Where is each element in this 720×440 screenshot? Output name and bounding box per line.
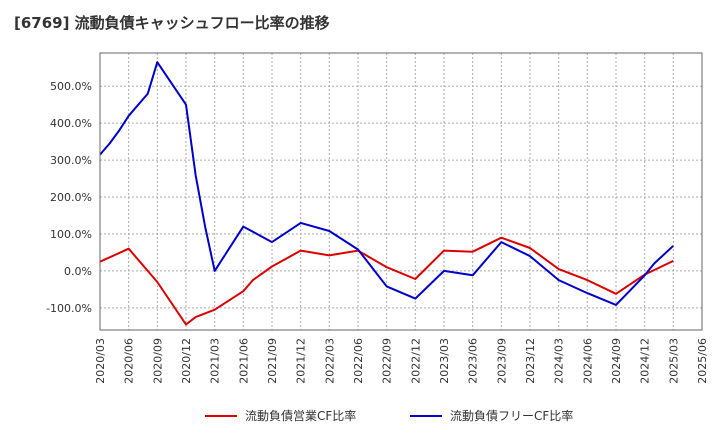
y-tick-label: -100.0% (46, 302, 92, 315)
x-tick-label: 2022/12 (409, 338, 422, 384)
x-tick-label: 2024/06 (581, 338, 594, 384)
x-tick-label: 2022/06 (352, 338, 365, 384)
x-tick-label: 2021/03 (209, 338, 222, 384)
y-tick-label: 0.0% (64, 265, 92, 278)
x-tick-label: 2020/03 (94, 338, 107, 384)
x-tick-label: 2020/12 (180, 338, 193, 384)
y-tick-label: 500.0% (50, 80, 92, 93)
x-tick-label: 2023/12 (524, 338, 537, 384)
x-tick-label: 2020/06 (123, 338, 136, 384)
grid-lines (99, 53, 703, 330)
y-tick-label: 100.0% (50, 228, 92, 241)
x-tick-label: 2020/09 (151, 338, 164, 384)
x-tick-label: 2023/09 (495, 338, 508, 384)
x-tick-label: 2021/12 (295, 338, 308, 384)
y-tick-label: 300.0% (50, 154, 92, 167)
chart-title: [6769] 流動負債キャッシュフロー比率の推移 (14, 14, 330, 32)
legend: 流動負債営業CF比率 流動負債フリーCF比率 (205, 408, 573, 423)
x-tick-label: 2024/12 (639, 338, 652, 384)
x-tick-label: 2022/03 (323, 338, 336, 384)
series-lines (99, 61, 674, 326)
x-tick-label: 2023/06 (467, 338, 480, 384)
x-tick-label: 2024/09 (610, 338, 623, 384)
x-tick-label: 2025/06 (696, 338, 709, 384)
x-tick-label: 2023/03 (438, 338, 451, 384)
plot-frame (99, 52, 703, 331)
x-tick-label: 2025/03 (667, 338, 680, 384)
series-line-2 (99, 61, 674, 306)
plot-area (100, 53, 702, 330)
y-tick-label: 200.0% (50, 191, 92, 204)
x-tick-label: 2021/09 (266, 338, 279, 384)
x-tick-label: 2024/03 (553, 338, 566, 384)
x-tick-label: 2021/06 (237, 338, 250, 384)
legend-label-2: 流動負債フリーCF比率 (450, 408, 573, 423)
x-tick-label: 2022/09 (381, 338, 394, 384)
y-axis-ticks: -100.0% 0.0% 100.0% 200.0% 300.0% 400.0% 500.0… (46, 80, 92, 315)
x-axis-ticks: 2020/03 2020/06 2020/09 2020/12 2021/03 2021/… (94, 338, 709, 384)
legend-label-1: 流動負債営業CF比率 (245, 408, 356, 423)
y-tick-label: 400.0% (50, 117, 92, 130)
